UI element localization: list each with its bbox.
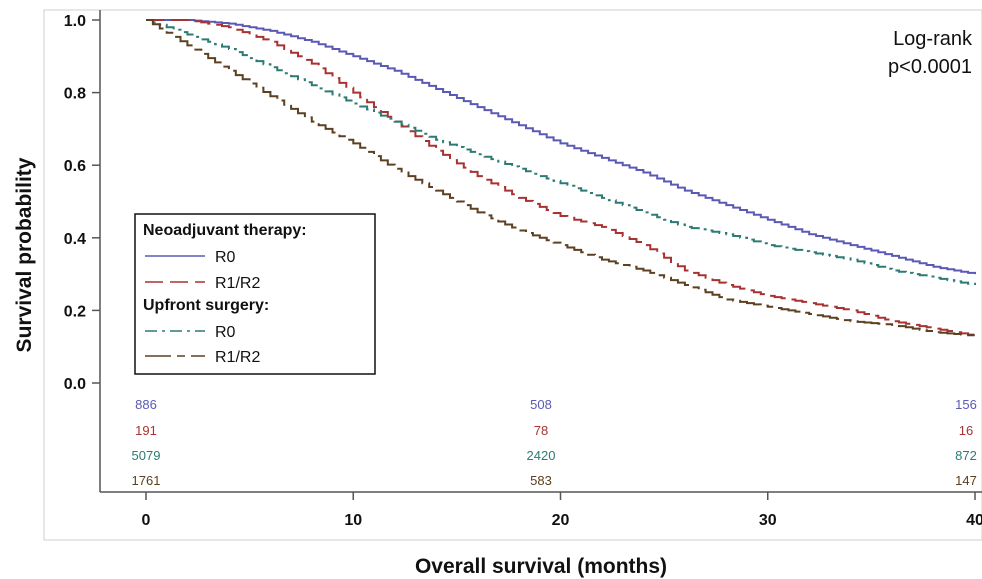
y-tick-label: 0.0 — [64, 376, 86, 393]
legend-heading-upfront: Upfront surgery: — [143, 297, 269, 314]
risk-count: 78 — [534, 423, 548, 438]
x-tick-label: 20 — [552, 512, 570, 529]
y-axis-ticks: 0.0 0.2 0.4 0.6 0.8 1.0 — [64, 13, 100, 393]
logrank-label: Log-rank — [893, 28, 973, 50]
legend-label-neo-r1r2: R1/R2 — [215, 275, 260, 292]
x-axis-title: Overall survival (months) — [415, 555, 667, 578]
risk-count: 872 — [955, 448, 977, 463]
y-tick-label: 0.2 — [64, 303, 86, 320]
x-tick-label: 30 — [759, 512, 777, 529]
risk-count: 5079 — [132, 448, 161, 463]
survival-curve-2 — [146, 19, 976, 336]
y-tick-label: 0.6 — [64, 158, 86, 175]
risk-count: 156 — [955, 397, 977, 412]
logrank-pvalue: p<0.0001 — [888, 56, 972, 78]
survival-curve-4 — [146, 19, 976, 337]
risk-count: 191 — [135, 423, 157, 438]
plot-frame — [43, 9, 982, 541]
risk-count: 2420 — [527, 448, 556, 463]
legend-label-up-r0: R0 — [215, 324, 236, 341]
x-tick-label: 0 — [142, 512, 151, 529]
risk-count: 886 — [135, 397, 157, 412]
x-axis-ticks: 0 10 20 30 40 — [142, 492, 982, 529]
x-tick-label: 40 — [966, 512, 982, 529]
legend-label-up-r1r2: R1/R2 — [215, 349, 260, 366]
y-axis-title: Survival probability — [13, 157, 36, 352]
legend-label-neo-r0: R0 — [215, 249, 236, 266]
x-tick-label: 10 — [344, 512, 362, 529]
legend: Neoadjuvant therapy: R0 R1/R2 Upfront su… — [134, 213, 376, 375]
risk-count: 16 — [959, 423, 973, 438]
risk-count: 583 — [530, 473, 552, 488]
survival-curve-1 — [146, 19, 976, 275]
survival-curves — [146, 19, 976, 337]
risk-count: 508 — [530, 397, 552, 412]
y-tick-label: 1.0 — [64, 13, 86, 30]
legend-box — [134, 213, 376, 375]
risk-count: 1761 — [132, 473, 161, 488]
risk-table: 886 508 156 191 78 16 5079 2420 872 1761 583 147 — [132, 397, 977, 488]
survival-curve-3 — [146, 19, 976, 285]
risk-count: 147 — [955, 473, 977, 488]
y-tick-label: 0.8 — [64, 86, 86, 103]
y-tick-label: 0.4 — [64, 231, 86, 248]
legend-heading-neoadjuvant: Neoadjuvant therapy: — [143, 222, 307, 239]
